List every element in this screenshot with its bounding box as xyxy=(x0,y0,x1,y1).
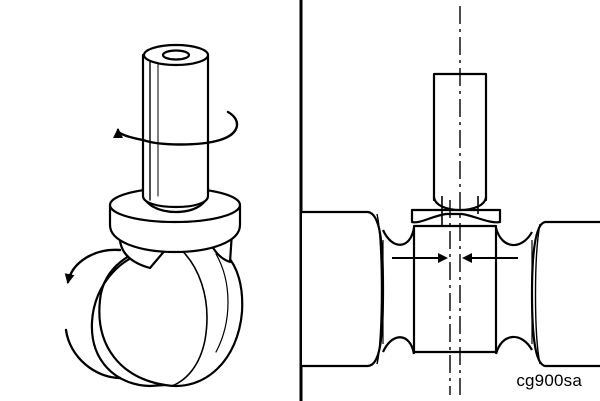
wheel-rotation-arrow xyxy=(64,248,122,380)
caster-stem xyxy=(141,43,210,209)
groove-profile-right xyxy=(494,227,533,355)
caster-illustration xyxy=(64,43,244,388)
right-block xyxy=(530,220,600,368)
flange-plate xyxy=(410,208,502,224)
caster-wheel xyxy=(90,239,244,388)
centerlines xyxy=(449,6,461,395)
stem-rotation-arrow xyxy=(113,110,239,146)
groove-profile-left xyxy=(381,227,416,355)
cross-section-illustration xyxy=(302,72,600,368)
left-block xyxy=(302,210,385,368)
center-roller xyxy=(412,224,498,354)
figure-code-label: cg900sa xyxy=(516,371,582,390)
